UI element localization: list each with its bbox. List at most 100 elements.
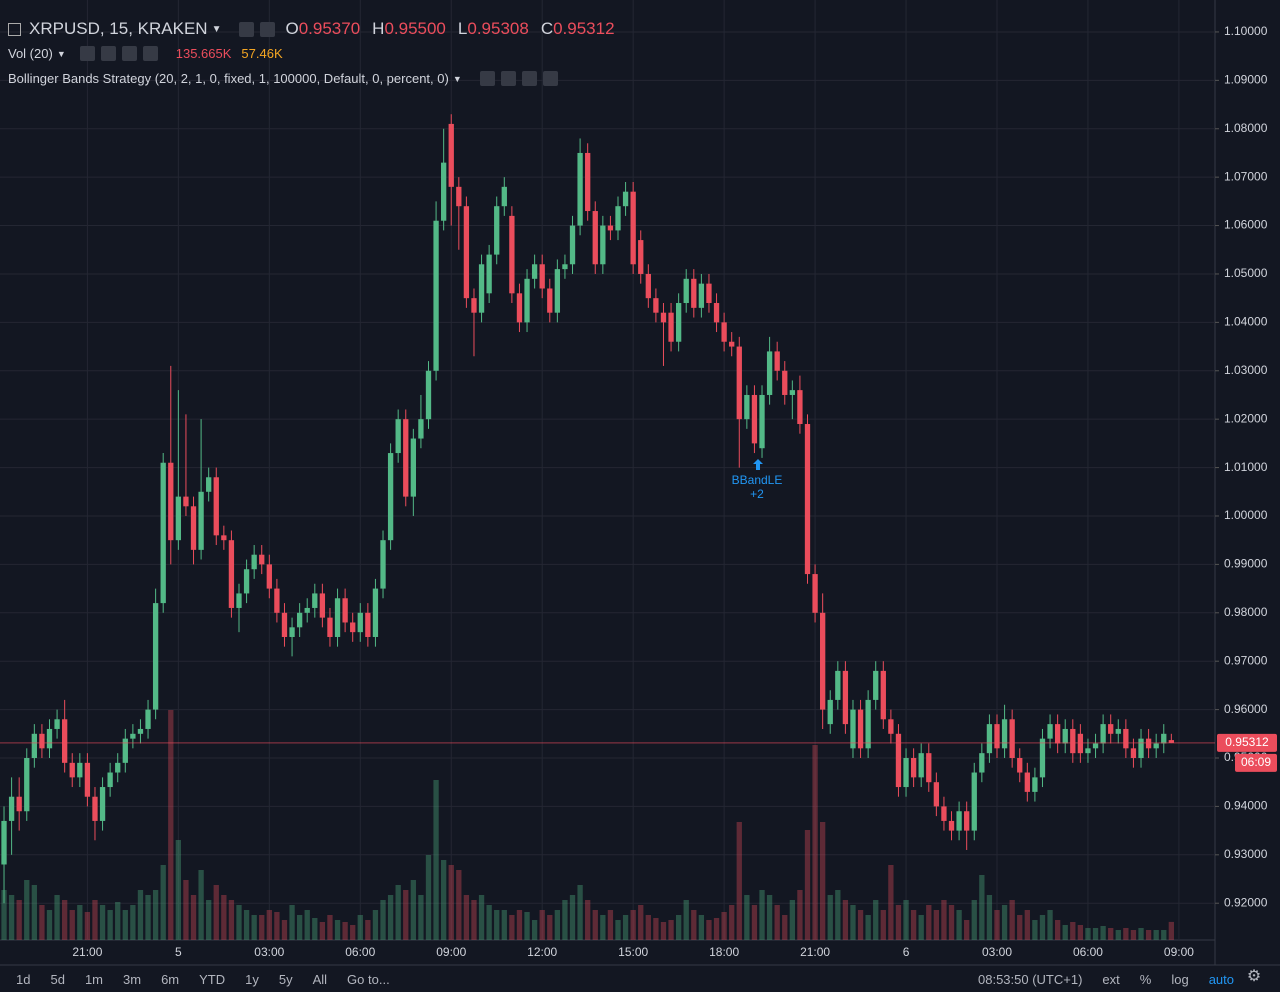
option-button[interactable]: ext xyxy=(1102,971,1120,987)
candle-body xyxy=(236,593,242,608)
candle-body xyxy=(873,670,879,700)
volume-bar xyxy=(463,895,470,940)
candle-body xyxy=(827,699,833,725)
volume-bar xyxy=(403,890,409,940)
candle-body xyxy=(84,762,91,797)
range-button[interactable]: 5d xyxy=(50,971,65,987)
icon[interactable] xyxy=(121,46,137,61)
candle-body xyxy=(463,206,470,299)
icon[interactable] xyxy=(542,71,558,86)
candle-body xyxy=(509,215,515,294)
range-button[interactable]: 1y xyxy=(245,971,259,987)
candle-body xyxy=(1092,743,1099,749)
volume-layer xyxy=(1,710,1174,940)
y-tick-label: 0.94000 xyxy=(1224,799,1268,813)
x-tick-label: 03:00 xyxy=(254,945,284,959)
volume-bar xyxy=(622,915,629,940)
candle-body xyxy=(668,312,674,342)
clock: 08:53:50 (UTC+1) xyxy=(978,971,1083,987)
strategy-title[interactable]: Bollinger Bands Strategy (20, 2, 1, 0, f… xyxy=(8,71,449,86)
candle-body xyxy=(152,603,159,710)
volume-bar xyxy=(509,915,515,940)
settings-icon[interactable]: ⚙ xyxy=(1247,968,1261,985)
range-button[interactable]: All xyxy=(312,971,328,987)
range-button[interactable]: 1d xyxy=(16,971,31,987)
candle-body xyxy=(888,719,894,734)
volume-bar xyxy=(547,915,553,940)
volume-bar xyxy=(1017,915,1023,940)
icon[interactable] xyxy=(479,71,495,86)
icon[interactable] xyxy=(79,46,95,61)
candle-body xyxy=(994,724,1000,749)
candle-body xyxy=(539,264,545,289)
range-button[interactable]: 6m xyxy=(161,971,180,987)
candle-body xyxy=(221,535,227,541)
candle-body xyxy=(1161,733,1167,744)
volume-bar xyxy=(1024,910,1030,940)
symbol[interactable]: XRPUSD, 15, KRAKEN xyxy=(29,19,208,38)
option-button[interactable]: % xyxy=(1139,971,1152,987)
volume-bar xyxy=(152,890,159,940)
icon[interactable] xyxy=(239,21,255,37)
candle-body xyxy=(160,462,166,604)
volume-bar xyxy=(1,890,7,940)
candle-body xyxy=(448,123,454,187)
range-button[interactable]: 3m xyxy=(123,971,142,987)
range-button[interactable]: YTD xyxy=(199,971,226,987)
candle-body xyxy=(1123,728,1129,749)
signal-qty: +2 xyxy=(750,487,764,501)
icon[interactable] xyxy=(142,46,158,61)
volume-bar xyxy=(418,895,424,940)
volume-bar xyxy=(774,905,780,940)
range-button[interactable]: 1m xyxy=(84,971,103,987)
range-button[interactable]: Go to... xyxy=(347,971,390,987)
icon[interactable] xyxy=(260,21,276,37)
candle-body xyxy=(948,820,955,831)
icon[interactable] xyxy=(500,71,516,86)
volume-bar xyxy=(1054,920,1061,940)
volume-bar xyxy=(206,900,212,940)
axis-layer: 0.920000.930000.940000.950000.960000.970… xyxy=(0,24,1277,959)
option-button[interactable]: log xyxy=(1171,971,1189,987)
candle-body xyxy=(600,225,606,265)
candle-body xyxy=(1039,738,1046,778)
range-bar: 1d 5d 1m 3m 6m YTD 1y 5y All Go to... xyxy=(6,966,400,992)
candle-body xyxy=(1168,740,1174,743)
candle-body xyxy=(410,438,416,497)
ohlc-value: 0.95500 xyxy=(384,19,446,38)
volume-bar xyxy=(357,915,363,940)
volume-bar xyxy=(107,910,113,940)
x-tick-label: 03:00 xyxy=(982,945,1012,959)
x-tick-label: 06:00 xyxy=(345,945,375,959)
volume-bar xyxy=(994,910,1000,940)
ohlc-key: H xyxy=(372,19,385,38)
y-tick-label: 0.93000 xyxy=(1224,847,1268,861)
volume-bar xyxy=(183,880,189,940)
candle-body xyxy=(607,225,614,231)
collapse-icon[interactable] xyxy=(8,22,21,36)
volume-title[interactable]: Vol (20) xyxy=(8,46,53,61)
option-button[interactable]: auto xyxy=(1208,971,1234,987)
candle-body xyxy=(569,225,576,265)
candle-body xyxy=(289,627,295,637)
candle-body xyxy=(956,811,962,831)
countdown-tag xyxy=(1235,753,1277,772)
volume-bar xyxy=(243,910,250,940)
candle-body xyxy=(130,733,136,739)
icon[interactable] xyxy=(521,71,537,86)
volume-bar xyxy=(804,830,811,940)
x-tick-label: 09:00 xyxy=(436,945,466,959)
y-tick-label: 1.06000 xyxy=(1224,218,1268,232)
range-button[interactable]: 5y xyxy=(278,971,293,987)
candle-body xyxy=(766,351,773,395)
candle-body xyxy=(782,370,788,395)
volume-bar xyxy=(274,912,280,940)
volume-bar xyxy=(213,885,219,940)
volume-bar xyxy=(873,900,879,940)
candle-body xyxy=(334,598,341,637)
candle-body xyxy=(630,191,636,265)
icon[interactable] xyxy=(100,46,116,61)
candle-body xyxy=(312,593,318,608)
candle-body xyxy=(1085,748,1091,754)
